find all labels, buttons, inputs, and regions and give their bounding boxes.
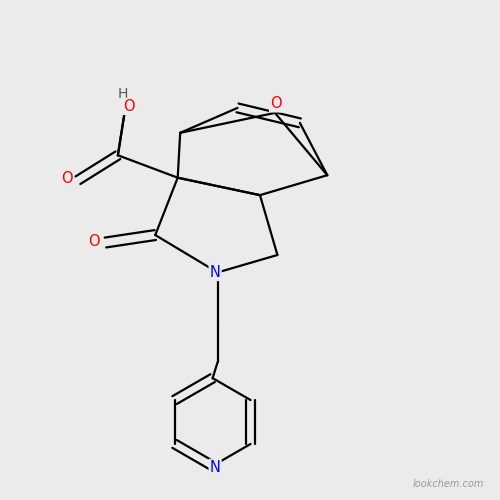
Text: O: O (270, 96, 281, 112)
Text: O: O (61, 171, 73, 186)
Text: O: O (88, 234, 100, 249)
Text: lookchem.com: lookchem.com (413, 480, 484, 490)
Text: O: O (124, 99, 135, 114)
Text: N: N (210, 460, 220, 475)
Text: N: N (210, 265, 220, 280)
Text: H: H (118, 87, 128, 101)
